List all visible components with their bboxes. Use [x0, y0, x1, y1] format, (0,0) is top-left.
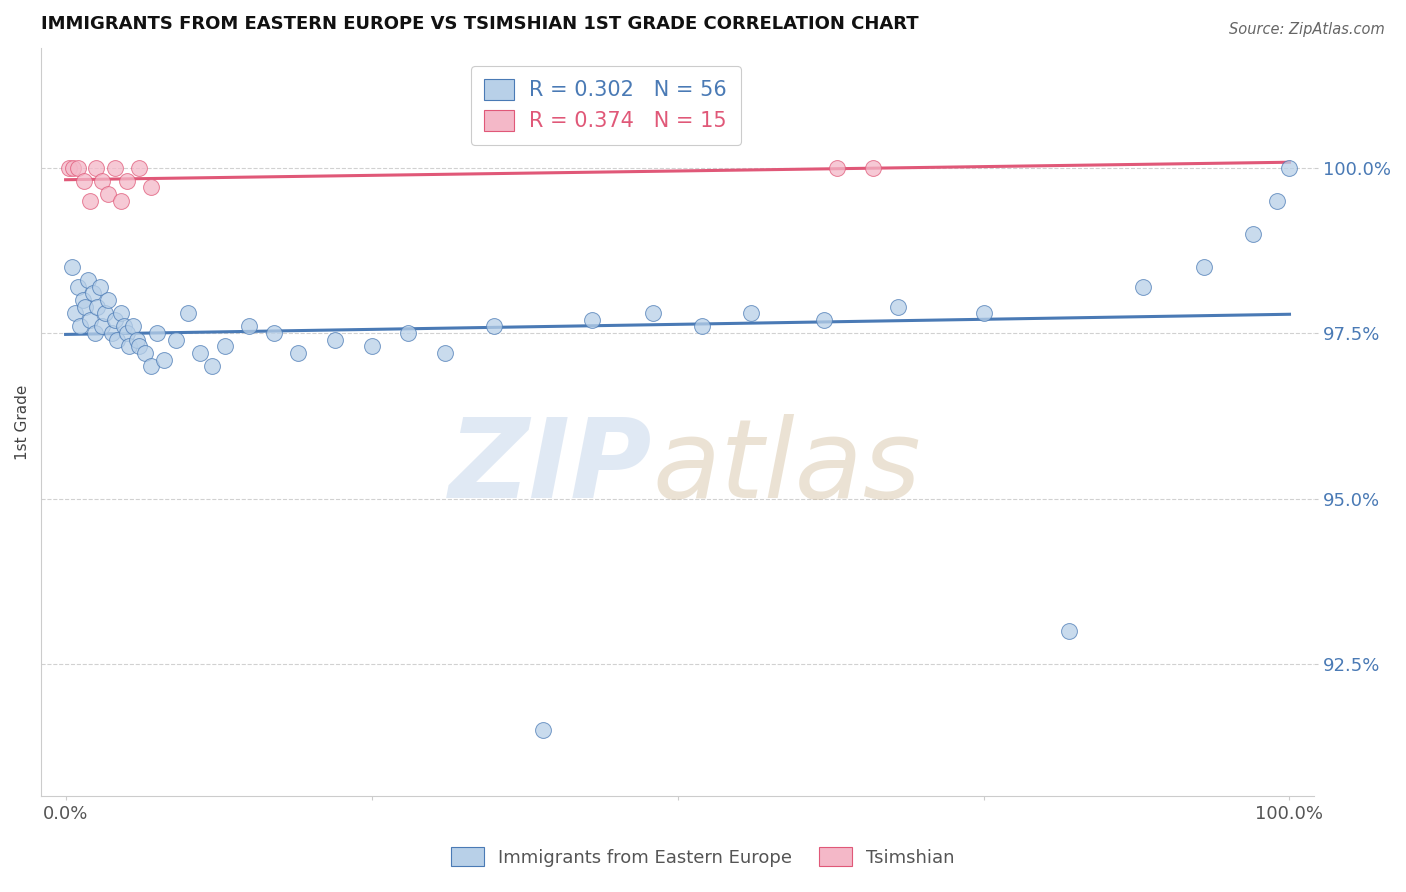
Point [482, 319, 505, 334]
Point [115, 326, 138, 340]
Point [103, 313, 125, 327]
Text: Source: ZipAtlas.com: Source: ZipAtlas.com [1229, 22, 1385, 37]
Y-axis label: 1st Grade: 1st Grade [15, 384, 30, 460]
Point [531, 723, 554, 738]
Point [141, 180, 163, 194]
Point [91, 174, 114, 188]
Point [115, 174, 138, 188]
Point [141, 359, 163, 374]
Point [1057, 624, 1080, 638]
Point [94, 306, 117, 320]
Point [89, 279, 111, 293]
Point [86, 300, 108, 314]
Point [97, 187, 120, 202]
Point [238, 319, 260, 334]
Point [72, 293, 94, 307]
Legend: Immigrants from Eastern Europe, Tsimshian: Immigrants from Eastern Europe, Tsimshia… [444, 840, 962, 874]
Point [112, 319, 135, 334]
Point [118, 339, 141, 353]
Point [101, 326, 124, 340]
Point [75, 300, 97, 314]
Point [110, 194, 132, 208]
Point [65, 306, 87, 320]
Point [287, 346, 309, 360]
Point [1192, 260, 1215, 274]
Point [69, 319, 91, 334]
Point [641, 306, 664, 320]
Point [813, 313, 835, 327]
Point [581, 313, 603, 327]
Point [973, 306, 995, 320]
Point [103, 161, 125, 175]
Point [690, 319, 713, 334]
Point [188, 346, 211, 360]
Point [214, 339, 236, 353]
Point [134, 346, 156, 360]
Point [110, 306, 132, 320]
Point [125, 333, 148, 347]
Point [91, 319, 114, 334]
Point [66, 279, 89, 293]
Point [146, 326, 169, 340]
Point [58, 161, 80, 175]
Point [862, 161, 884, 175]
Point [79, 313, 101, 327]
Point [1132, 279, 1154, 293]
Point [323, 333, 346, 347]
Point [434, 346, 457, 360]
Point [62, 161, 84, 175]
Point [165, 333, 187, 347]
Point [1241, 227, 1264, 241]
Point [396, 326, 419, 340]
Point [1265, 194, 1288, 208]
Point [825, 161, 848, 175]
Text: ZIP: ZIP [449, 414, 652, 521]
Point [887, 300, 910, 314]
Point [66, 161, 89, 175]
Point [84, 161, 107, 175]
Point [84, 326, 107, 340]
Text: atlas: atlas [652, 414, 921, 521]
Legend: R = 0.302   N = 56, R = 0.374   N = 15: R = 0.302 N = 56, R = 0.374 N = 15 [471, 66, 741, 145]
Text: IMMIGRANTS FROM EASTERN EUROPE VS TSIMSHIAN 1ST GRADE CORRELATION CHART: IMMIGRANTS FROM EASTERN EUROPE VS TSIMSH… [41, 15, 918, 33]
Point [82, 286, 104, 301]
Point [76, 273, 98, 287]
Point [73, 174, 96, 188]
Point [79, 194, 101, 208]
Point [97, 293, 120, 307]
Point [152, 352, 174, 367]
Point [263, 326, 285, 340]
Point [201, 359, 224, 374]
Point [360, 339, 382, 353]
Point [128, 161, 150, 175]
Point [1278, 161, 1301, 175]
Point [60, 260, 83, 274]
Point [740, 306, 762, 320]
Point [105, 333, 128, 347]
Point [122, 319, 145, 334]
Point [177, 306, 200, 320]
Point [128, 339, 150, 353]
